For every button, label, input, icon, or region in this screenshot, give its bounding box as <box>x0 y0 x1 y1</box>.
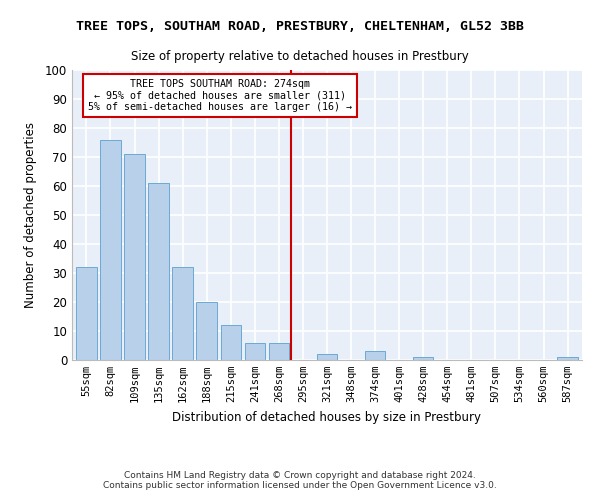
Bar <box>124 154 145 360</box>
Bar <box>76 267 97 360</box>
Text: Contains HM Land Registry data © Crown copyright and database right 2024.
Contai: Contains HM Land Registry data © Crown c… <box>103 470 497 490</box>
Bar <box>365 352 385 360</box>
Bar <box>100 140 121 360</box>
Bar <box>245 342 265 360</box>
Bar <box>557 357 578 360</box>
Bar <box>196 302 217 360</box>
Bar <box>221 325 241 360</box>
Y-axis label: Number of detached properties: Number of detached properties <box>23 122 37 308</box>
Text: Size of property relative to detached houses in Prestbury: Size of property relative to detached ho… <box>131 50 469 63</box>
Text: TREE TOPS, SOUTHAM ROAD, PRESTBURY, CHELTENHAM, GL52 3BB: TREE TOPS, SOUTHAM ROAD, PRESTBURY, CHEL… <box>76 20 524 33</box>
X-axis label: Distribution of detached houses by size in Prestbury: Distribution of detached houses by size … <box>173 410 482 424</box>
Bar <box>172 267 193 360</box>
Bar <box>317 354 337 360</box>
Bar <box>413 357 433 360</box>
Bar <box>269 342 289 360</box>
Bar <box>148 183 169 360</box>
Text: TREE TOPS SOUTHAM ROAD: 274sqm
← 95% of detached houses are smaller (311)
5% of : TREE TOPS SOUTHAM ROAD: 274sqm ← 95% of … <box>88 78 352 112</box>
